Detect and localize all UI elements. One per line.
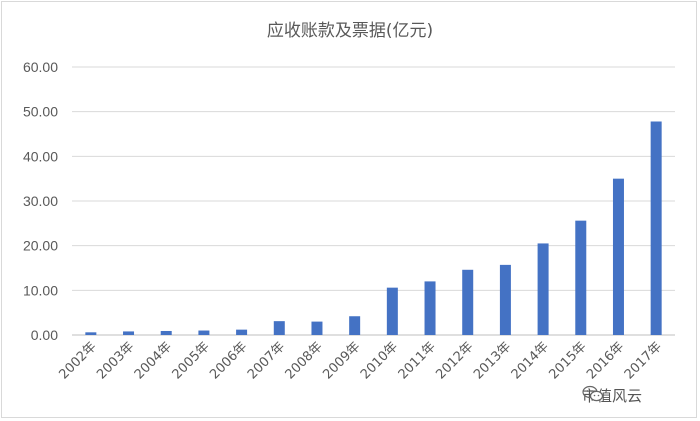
bar (499, 264, 511, 335)
bar (236, 329, 248, 335)
x-tick-label: 2003年 (94, 339, 137, 382)
y-tick-label: 60.00 (23, 59, 58, 75)
x-tick-label: 2016年 (584, 339, 627, 382)
bar (311, 321, 323, 335)
chart-title: 应收账款及票据(亿元) (266, 21, 434, 41)
y-tick-label: 0.00 (31, 327, 58, 343)
x-tick-label: 2013年 (471, 339, 514, 382)
bar (424, 281, 436, 335)
bar (160, 330, 172, 335)
y-tick-label: 10.00 (23, 282, 58, 298)
x-tick-label: 2004年 (132, 339, 175, 382)
bar (198, 330, 210, 335)
bar (85, 332, 97, 335)
x-tick-label: 2010年 (358, 339, 401, 382)
bar (537, 243, 549, 335)
x-tick-label: 2012年 (433, 339, 476, 382)
y-tick-label: 30.00 (23, 193, 58, 209)
y-tick-label: 40.00 (23, 148, 58, 164)
x-tick-label: 2007年 (245, 339, 288, 382)
bar (123, 331, 135, 335)
bar (273, 321, 285, 335)
watermark: 市值风云 (582, 385, 642, 406)
x-tick-label: 2008年 (283, 339, 326, 382)
x-tick-label: 2006年 (207, 339, 250, 382)
x-tick-label: 2009年 (320, 339, 363, 382)
bar (386, 287, 398, 335)
bar (462, 269, 474, 335)
bar (349, 316, 361, 335)
y-tick-label: 50.00 (23, 104, 58, 120)
bar (650, 121, 662, 335)
x-tick-label: 2002年 (56, 339, 99, 382)
x-tick-label: 2014年 (509, 339, 552, 382)
y-tick-label: 20.00 (23, 238, 58, 254)
x-tick-label: 2017年 (622, 339, 665, 382)
x-tick-label: 2005年 (170, 339, 213, 382)
bar (612, 178, 624, 335)
wechat-icon (582, 385, 604, 402)
x-tick-label: 2015年 (546, 339, 589, 382)
x-tick-label: 2011年 (396, 339, 439, 382)
bar (575, 220, 587, 335)
